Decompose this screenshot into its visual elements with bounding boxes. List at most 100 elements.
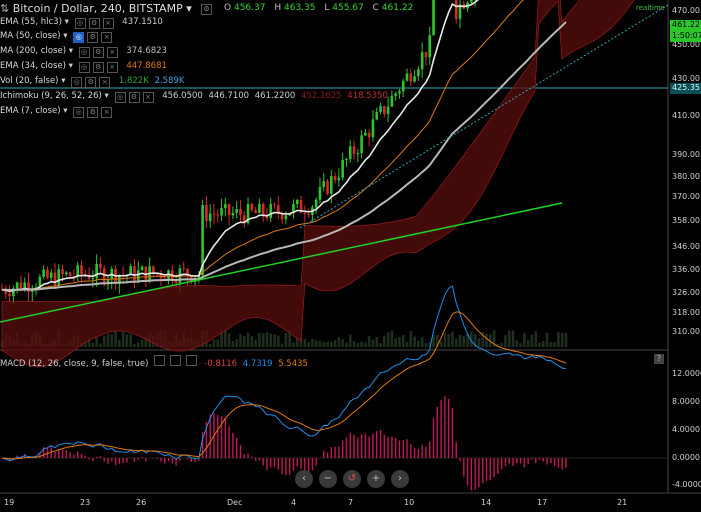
volume-bar xyxy=(231,341,235,347)
candle-body xyxy=(136,270,140,281)
eye-icon[interactable]: ◎ xyxy=(73,32,85,43)
gear-icon[interactable] xyxy=(169,355,181,366)
time-axis-label: 7 xyxy=(348,498,354,507)
eye-icon[interactable]: ◎ xyxy=(73,107,85,118)
candle-body xyxy=(174,280,178,283)
bar-countdown-tag: 1:50:07 xyxy=(670,31,701,42)
macd-axis-label: -4.0000 xyxy=(672,480,701,489)
volume-bar xyxy=(121,331,125,347)
gear-icon[interactable]: ⚙ xyxy=(128,92,140,103)
price-axis-label: 410.00 xyxy=(672,111,700,120)
series-icon: ⇅ xyxy=(0,2,13,15)
gear-icon[interactable]: ⚙ xyxy=(92,47,104,58)
legend-ema7[interactable]: EMA (7, close) ▾ ◎ ⚙ × xyxy=(0,105,113,118)
volume-bar xyxy=(337,337,341,347)
price-axis-label: 450.00 xyxy=(672,40,700,49)
candle-body xyxy=(95,263,98,279)
volume-bar xyxy=(348,334,352,347)
price-axis-label: 318.00 xyxy=(672,308,700,317)
volume-bar xyxy=(454,339,458,347)
price-axis-label: 310.00 xyxy=(672,327,700,336)
close-icon[interactable]: × xyxy=(102,18,114,29)
close-icon[interactable]: × xyxy=(106,47,118,58)
volume-bar xyxy=(311,338,314,347)
close-icon[interactable] xyxy=(185,355,197,366)
volume-bar xyxy=(242,336,246,347)
symbol-title[interactable]: ⇅ Bitcoin / Dollar, 240, BITSTAMP ▾ xyxy=(0,2,192,15)
volume-bar xyxy=(246,332,250,347)
macd-axis-label: 0.0000 xyxy=(672,453,700,462)
volume-bar xyxy=(394,338,397,347)
gear-icon[interactable]: ⚙ xyxy=(88,18,100,29)
candle-body xyxy=(375,111,379,120)
legend-ma200[interactable]: MA (200, close) ▾ ◎ ⚙ × 374.6823 xyxy=(0,46,167,58)
legend-ma50[interactable]: MA (50, close) ▾ ◎ ⚙ × xyxy=(0,30,113,43)
gear-icon[interactable]: ⚙ xyxy=(87,32,99,43)
scroll-right-button[interactable]: › xyxy=(391,470,409,488)
volume-bar xyxy=(326,341,329,347)
price-axis-label: 380.00 xyxy=(672,172,700,181)
gear-icon[interactable]: ⚙ xyxy=(87,107,99,118)
close-icon[interactable]: × xyxy=(99,77,111,88)
gear-icon[interactable]: ⚙ xyxy=(85,77,97,88)
volume-bar xyxy=(277,335,280,347)
candle-body xyxy=(159,273,163,279)
eye-icon[interactable]: ◎ xyxy=(114,92,126,103)
volume-bar xyxy=(136,342,140,347)
candle-body xyxy=(46,269,49,278)
eye-icon[interactable]: ◎ xyxy=(74,18,86,29)
candle-body xyxy=(65,272,68,275)
price-axis-label: 430.00 xyxy=(672,74,700,83)
candle-body xyxy=(326,181,329,194)
candle-body xyxy=(413,76,416,82)
candle-body xyxy=(201,205,204,276)
volume-bar xyxy=(292,342,295,347)
dotted-trend-line xyxy=(299,4,669,229)
candle-body xyxy=(258,204,261,214)
scroll-left-button[interactable]: ‹ xyxy=(295,470,313,488)
time-axis-label: 23 xyxy=(80,498,91,507)
gear-icon[interactable]: ⚙ xyxy=(92,62,104,73)
candle-body xyxy=(360,135,363,154)
candle-body xyxy=(292,203,295,214)
volume-bar xyxy=(91,342,95,347)
eye-icon[interactable]: ◎ xyxy=(78,62,90,73)
eye-icon[interactable]: ◎ xyxy=(71,77,83,88)
candle-body xyxy=(277,205,280,214)
time-axis-label: 26 xyxy=(136,498,147,507)
candle-body xyxy=(333,176,337,181)
volume-bar xyxy=(102,336,106,347)
candle-body xyxy=(118,275,121,284)
zoom-in-button[interactable]: + xyxy=(367,470,385,488)
volume-bar xyxy=(224,330,227,347)
close-icon[interactable]: × xyxy=(101,32,113,43)
reset-chart-button[interactable]: ↺ xyxy=(343,470,361,488)
zoom-out-button[interactable]: − xyxy=(319,470,337,488)
legend-ichimoku[interactable]: Ichimoku (9, 26, 52, 26) ▾ ◎ ⚙ × 456.0500 … xyxy=(0,91,388,103)
legend-ema55[interactable]: EMA (55, hlc3) ▾ ◎ ⚙ × 437.1510 xyxy=(0,17,163,29)
volume-bar xyxy=(496,343,500,347)
close-icon[interactable]: × xyxy=(101,107,113,118)
volume-bar xyxy=(523,332,526,347)
macd-legend[interactable]: MACD (12, 26, close, 9, false, true) -0.… xyxy=(0,355,308,369)
candle-body xyxy=(454,0,458,19)
close-icon[interactable]: × xyxy=(106,62,118,73)
volume-bar xyxy=(557,332,560,347)
eye-icon[interactable] xyxy=(154,355,166,366)
volume-bar xyxy=(318,340,322,347)
legend-volume[interactable]: Vol (20, false) ▾ ◎ ⚙ × 1.822K 2.589K xyxy=(0,76,185,88)
volume-bar xyxy=(110,334,114,347)
volume-bar xyxy=(500,342,503,347)
help-icon[interactable]: ? xyxy=(654,354,664,364)
close-icon[interactable]: × xyxy=(142,92,154,103)
volume-bar xyxy=(220,332,223,347)
legend-ema34[interactable]: EMA (34, close) ▾ ◎ ⚙ × 447.8681 xyxy=(0,61,167,73)
volume-bar xyxy=(538,342,541,347)
candle-body xyxy=(420,52,424,70)
eye-icon[interactable]: ◎ xyxy=(78,47,90,58)
volume-bar xyxy=(553,342,556,347)
study-controls-icon[interactable]: ⚙ xyxy=(201,3,232,16)
candle-body xyxy=(367,132,371,138)
